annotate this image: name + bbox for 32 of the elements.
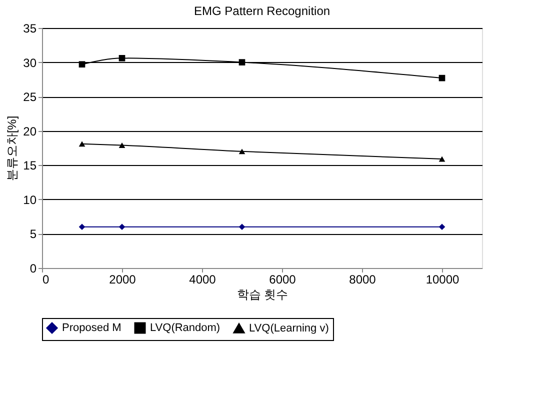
x-axis-title: 학습 횟수 [236, 288, 288, 302]
x-tick-label: 6000 [269, 272, 296, 286]
x-tick-label: 2000 [109, 272, 136, 286]
y-tick-label: 0 [30, 262, 37, 276]
y-tick-label: 15 [23, 158, 37, 173]
y-tick-label: 25 [23, 90, 37, 104]
point [78, 224, 86, 230]
y-tick-label: 10 [23, 192, 37, 207]
y-tick-label: 20 [23, 124, 37, 138]
point [118, 224, 126, 230]
point [118, 55, 126, 62]
x-tick-label: 10000 [426, 272, 460, 286]
point [238, 224, 246, 230]
y-axis-title: 분류오차[%] [5, 116, 20, 182]
y-tick-label: 5 [30, 227, 37, 242]
y-tick-label: 35 [23, 22, 37, 36]
point [238, 59, 246, 66]
y-tick-label: 30 [23, 56, 37, 70]
legend-label: LVQ(Learning v) [249, 322, 329, 334]
legend-label: Proposed M [62, 322, 122, 334]
chart-title: EMG Pattern Recognition [194, 4, 330, 18]
legend-label: LVQ(Random) [150, 322, 220, 334]
point [78, 61, 86, 68]
x-tick-label: 4000 [189, 272, 216, 286]
point [238, 148, 246, 154]
point [438, 74, 446, 82]
point [78, 141, 86, 147]
point [438, 156, 446, 162]
x-tick-label: 8000 [349, 272, 376, 286]
x-tick-label: 0 [42, 272, 50, 286]
point [118, 142, 126, 148]
point [438, 224, 446, 230]
